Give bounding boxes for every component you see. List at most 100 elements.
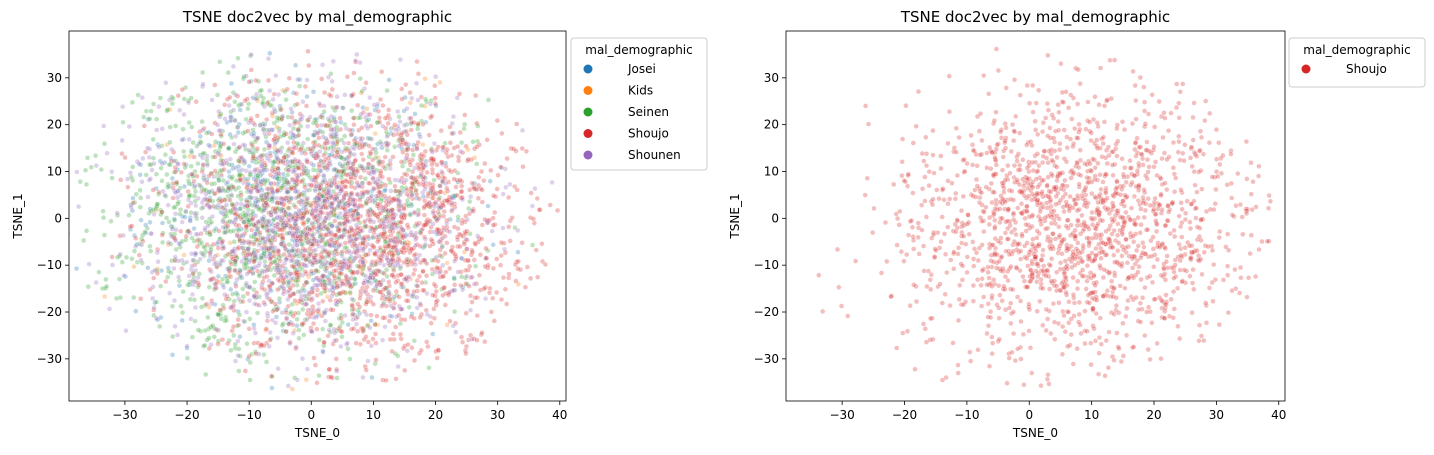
data-point — [314, 130, 320, 137]
data-point — [403, 155, 409, 161]
legend-marker — [583, 129, 593, 138]
data-point — [390, 331, 396, 337]
data-point — [489, 228, 495, 234]
data-point — [200, 162, 206, 168]
data-point — [396, 303, 402, 309]
data-point — [273, 210, 279, 216]
data-point — [272, 133, 279, 139]
data-point — [1183, 210, 1189, 216]
data-point — [420, 190, 426, 196]
data-point — [377, 260, 383, 266]
data-point — [519, 127, 526, 133]
data-point — [253, 213, 259, 219]
data-point — [241, 219, 247, 225]
data-point — [338, 186, 345, 192]
data-point — [309, 233, 316, 239]
data-point — [387, 158, 393, 164]
data-point — [335, 203, 341, 209]
data-point — [294, 323, 300, 329]
data-point — [274, 137, 281, 143]
data-point — [123, 328, 129, 334]
data-point — [231, 107, 237, 113]
data-point — [343, 261, 350, 267]
y-tick-label: −30 — [37, 352, 62, 366]
data-point — [212, 168, 218, 174]
data-point — [412, 242, 419, 249]
data-point — [227, 156, 233, 162]
data-point — [367, 95, 373, 101]
data-point — [539, 241, 545, 247]
data-point — [1122, 165, 1128, 171]
data-point — [189, 124, 195, 130]
data-point — [240, 298, 246, 305]
data-point — [329, 201, 335, 207]
data-point — [222, 116, 228, 122]
data-point — [1145, 111, 1152, 117]
data-point — [463, 143, 469, 149]
data-point — [154, 127, 160, 133]
data-point — [326, 92, 332, 98]
data-point — [211, 174, 217, 180]
data-point — [506, 224, 512, 230]
data-point — [393, 188, 399, 194]
data-point — [399, 184, 405, 191]
data-point — [273, 314, 280, 320]
data-point — [520, 164, 526, 170]
data-point — [167, 124, 173, 130]
data-point — [425, 343, 431, 350]
data-point — [192, 304, 199, 311]
data-point — [250, 133, 257, 139]
data-point — [410, 152, 417, 158]
data-point — [269, 166, 275, 172]
data-point — [188, 171, 195, 177]
data-point — [251, 325, 257, 332]
data-point — [401, 122, 408, 128]
data-point — [350, 316, 356, 323]
data-point — [386, 249, 392, 256]
data-point — [328, 119, 334, 125]
data-point — [263, 359, 270, 365]
data-point — [242, 142, 248, 149]
data-point — [459, 183, 465, 189]
data-point — [341, 140, 347, 146]
data-point — [458, 282, 464, 289]
data-point — [442, 198, 448, 204]
data-point — [1039, 252, 1046, 259]
data-point — [405, 298, 411, 304]
data-point — [387, 165, 393, 172]
data-point — [398, 272, 405, 278]
data-point — [174, 195, 181, 201]
data-point — [228, 347, 234, 354]
data-point — [242, 202, 248, 209]
data-point — [221, 245, 227, 251]
data-point — [261, 207, 267, 213]
data-point — [536, 207, 542, 213]
data-point — [1267, 198, 1274, 204]
data-point — [377, 119, 383, 125]
data-point — [356, 183, 363, 190]
data-point — [139, 94, 145, 101]
data-point — [321, 310, 328, 316]
data-point — [292, 298, 298, 304]
data-point — [399, 226, 405, 232]
data-point — [126, 212, 132, 218]
data-point — [381, 287, 387, 293]
data-point — [293, 62, 299, 68]
series-shoujo — [816, 46, 1274, 389]
data-point — [235, 55, 241, 61]
data-point — [424, 169, 430, 176]
data-point — [275, 287, 281, 293]
data-point — [254, 237, 260, 243]
data-point — [177, 211, 183, 217]
data-point — [354, 247, 361, 254]
data-point — [408, 175, 414, 181]
data-point — [234, 201, 240, 207]
data-point — [259, 342, 265, 348]
data-point — [353, 172, 359, 178]
data-point — [314, 238, 320, 244]
data-point — [397, 199, 403, 205]
data-point — [298, 289, 304, 295]
data-point — [494, 117, 500, 124]
data-point — [249, 227, 255, 233]
data-point — [393, 288, 399, 295]
